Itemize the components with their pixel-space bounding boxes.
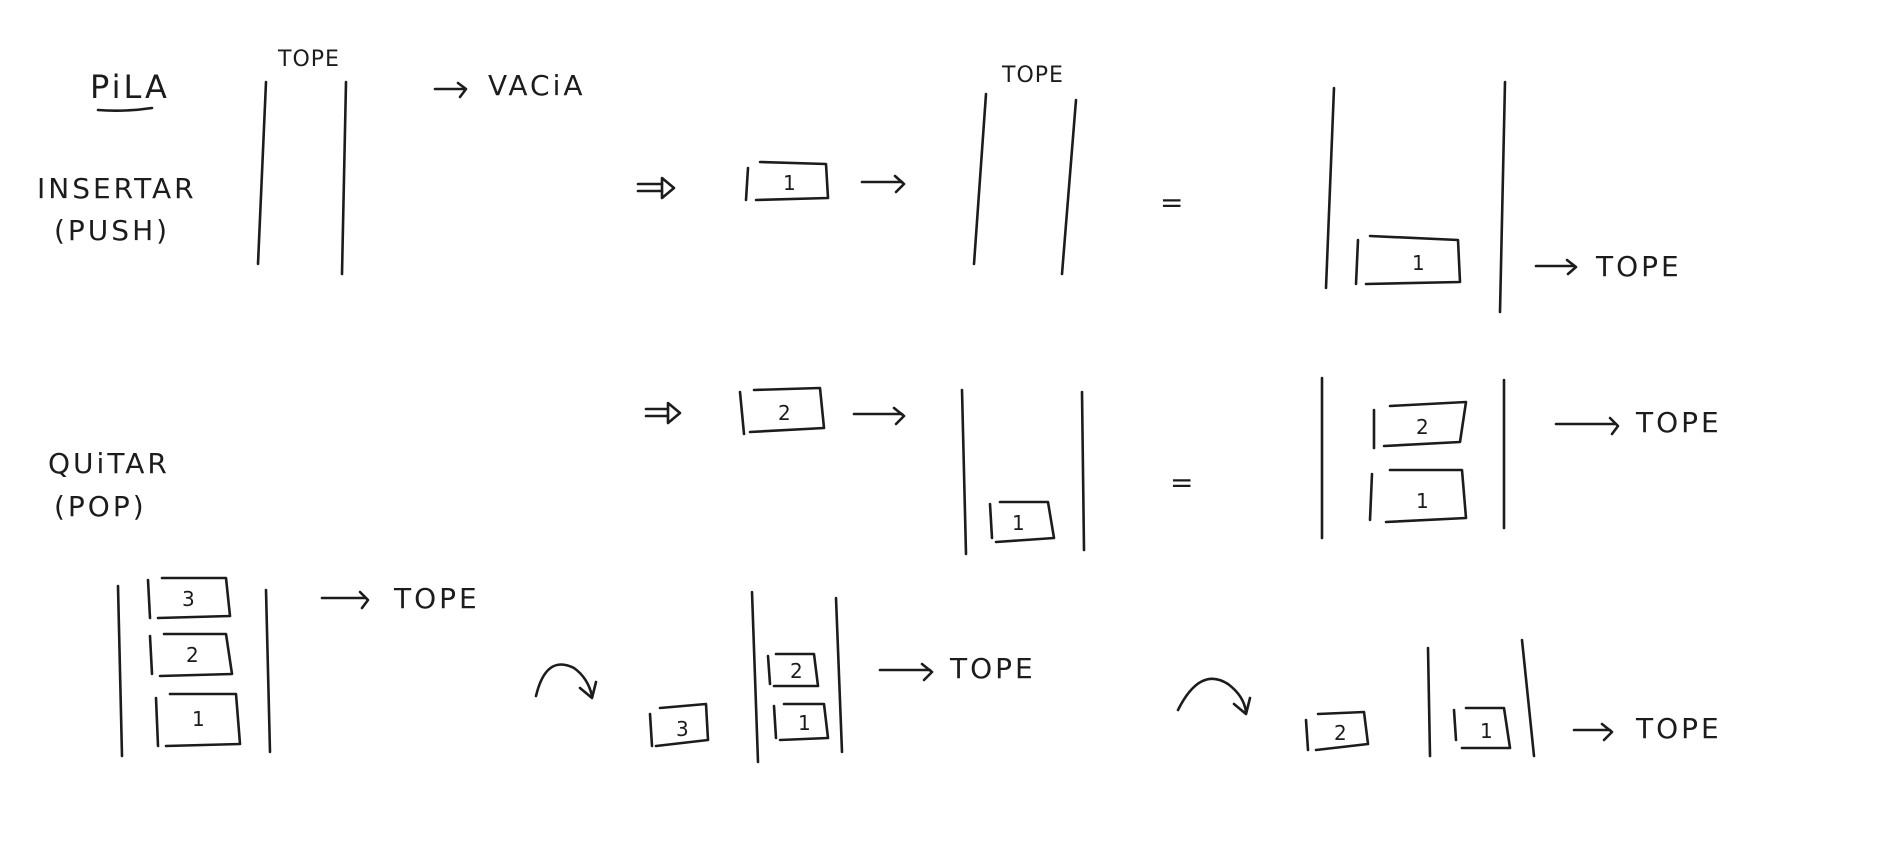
equals-sign-2: = (1170, 466, 1196, 499)
arrow-push-2 (852, 406, 906, 426)
tope-label-pop2: TOPE (1635, 712, 1722, 745)
vacia-label: VACiA (488, 69, 586, 102)
stack-with-2: 2 1 (1320, 376, 1506, 540)
popped-item-3-label: 3 (676, 717, 689, 741)
implies-arrow-2 (644, 401, 682, 425)
stack-item-1-label: 1 (1416, 489, 1429, 513)
empty-stack: TOPE (256, 47, 348, 276)
implies-arrow-1 (636, 176, 676, 200)
item-1-label: 1 (1412, 251, 1425, 275)
stack-before-push-2: 1 (960, 388, 1086, 556)
push-label: (PUSH) (54, 214, 170, 247)
after-pop1-item-1-label: 1 (798, 711, 811, 735)
tope-label-row2: TOPE (1635, 406, 1722, 439)
stack3-item-3-label: 3 (182, 587, 195, 611)
stack3-item-2-label: 2 (186, 643, 199, 667)
stack3-item-1-label: 1 (192, 707, 205, 731)
arrow-tope-row1 (1534, 258, 1578, 276)
tope-label-row1: TOPE (1595, 250, 1682, 283)
stack-with-3: 3 2 1 (116, 576, 272, 758)
remove-label: QUiTAR (48, 447, 170, 480)
tope-label-before-push-1: TOPE (1001, 63, 1064, 88)
arrow-tope-row2 (1554, 416, 1620, 436)
stack-before-push-1: TOPE (972, 63, 1078, 276)
arrow-tope-stack3 (320, 590, 370, 610)
popped-item-2: 2 (1304, 710, 1370, 752)
arrow-to-vacia (433, 81, 468, 99)
tope-label-empty: TOPE (277, 47, 340, 72)
box-item-2-push: 2 (738, 386, 826, 436)
after-pop1-item-2-label: 2 (790, 659, 803, 683)
box-item-2-push-label: 2 (778, 401, 791, 425)
title-label: PiLA (90, 68, 170, 106)
equals-sign-1: = (1160, 186, 1186, 219)
after-pop2-item-1-label: 1 (1480, 719, 1493, 743)
arrow-push-1 (860, 174, 906, 194)
pop-arc-arrow-2 (1176, 677, 1252, 716)
title-underline (96, 106, 154, 112)
tope-label-stack3: TOPE (393, 582, 480, 615)
pop-arc-arrow-1 (534, 663, 598, 700)
tope-label-pop1: TOPE (949, 652, 1036, 685)
item-1-small-label: 1 (1012, 511, 1025, 535)
arrow-tope-pop2 (1572, 722, 1614, 742)
arrow-tope-pop1 (878, 662, 934, 682)
stack-with-1: 1 (1324, 80, 1507, 314)
pop-label: (POP) (54, 490, 147, 523)
popped-item-3: 3 (648, 702, 710, 748)
stack-after-pop-2: 1 (1426, 638, 1536, 758)
popped-item-2-label: 2 (1334, 721, 1347, 745)
stack-item-2-label: 2 (1416, 415, 1429, 439)
box-item-1-push: 1 (744, 160, 830, 202)
box-item-1-push-label: 1 (783, 171, 796, 195)
stack-after-pop-1: 2 1 (750, 590, 844, 764)
insert-label: INSERTAR (37, 172, 197, 205)
